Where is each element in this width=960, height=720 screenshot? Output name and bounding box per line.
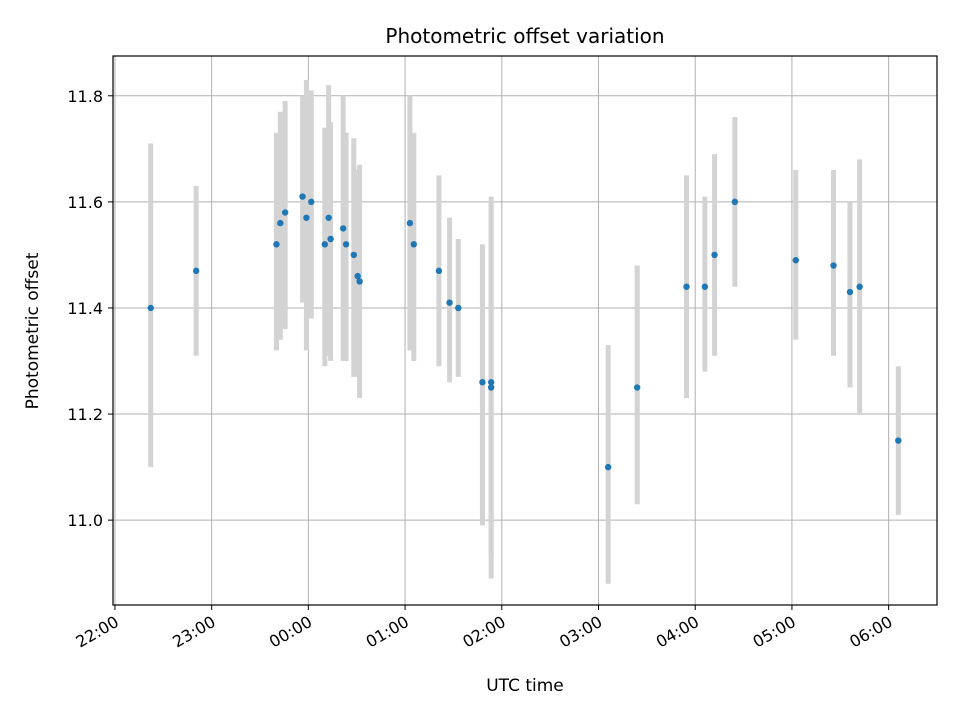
y-tick-label: 11.6 — [67, 193, 103, 212]
data-point — [479, 379, 486, 386]
data-point — [354, 272, 361, 280]
data-point — [701, 283, 709, 290]
data-point — [273, 241, 280, 248]
data-point — [277, 219, 284, 227]
data-point — [731, 198, 739, 206]
data-point — [487, 379, 495, 386]
data-point — [325, 214, 332, 221]
data-point — [830, 262, 837, 269]
data-point — [487, 384, 495, 391]
data-point — [846, 288, 854, 296]
data-point — [683, 283, 690, 290]
data-point — [406, 219, 414, 227]
data-point — [281, 209, 289, 216]
data-point — [350, 251, 358, 259]
data-point — [147, 304, 154, 312]
data-point — [792, 257, 799, 264]
y-tick-label: 11.8 — [67, 87, 103, 106]
data-point — [410, 241, 417, 248]
data-point — [321, 241, 329, 248]
data-point — [435, 267, 443, 275]
y-axis-label: Photometric offset — [23, 252, 43, 409]
data-point — [633, 384, 641, 391]
data-point — [192, 267, 200, 275]
y-tick-label: 11.2 — [67, 405, 103, 424]
x-axis-label: UTC time — [486, 676, 564, 696]
chart-title: Photometric offset variation — [385, 24, 664, 48]
data-point — [303, 214, 310, 221]
data-point — [308, 198, 315, 206]
data-point — [339, 225, 347, 232]
data-point — [604, 463, 612, 471]
data-point — [446, 299, 453, 306]
data-points — [147, 193, 902, 471]
data-point — [356, 278, 363, 285]
data-point — [455, 304, 462, 312]
data-point — [327, 235, 334, 243]
y-tick-label: 11.0 — [67, 511, 103, 530]
data-point — [342, 241, 350, 248]
y-axis-ticks: 11.0 11.2 11.4 11.6 11.8 — [67, 87, 113, 530]
y-tick-label: 11.4 — [67, 299, 103, 318]
data-point — [856, 283, 863, 290]
data-point — [711, 251, 718, 259]
plot-frame — [112, 55, 938, 606]
data-point — [299, 193, 306, 200]
data-point — [895, 437, 902, 444]
